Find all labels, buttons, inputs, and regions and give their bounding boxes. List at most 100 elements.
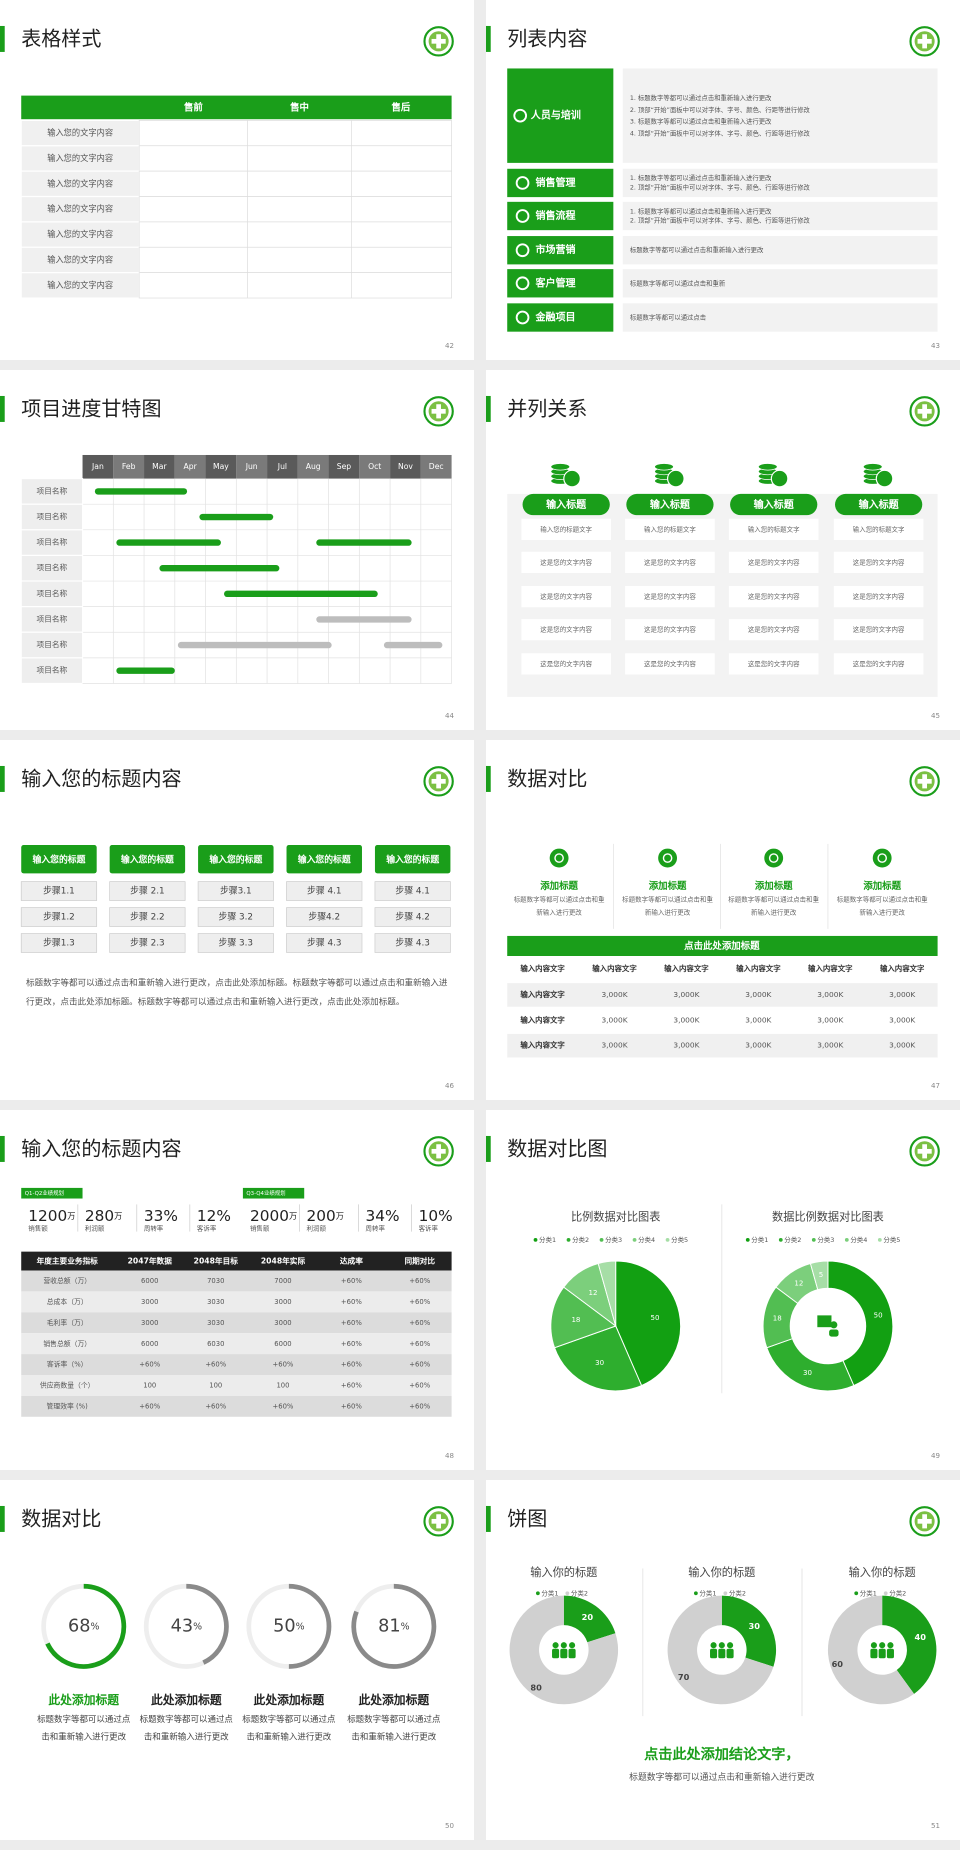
step-text: 步骤 3.2	[219, 912, 253, 923]
feature-icon	[554, 853, 564, 863]
ring-number: 81	[378, 1616, 401, 1636]
row-bg	[21, 1395, 452, 1417]
row-cells	[138, 196, 452, 223]
coin-icon	[758, 463, 778, 471]
text-box: 标题数字等都可以通过点击和重新输入进行更改	[514, 897, 605, 916]
row-cells	[138, 272, 452, 299]
cell-text: 3,000K	[601, 1015, 628, 1024]
cell-text: 3000	[274, 1319, 291, 1327]
cell-text: 3,000K	[817, 990, 844, 999]
item-label: 人员与培训	[531, 109, 581, 122]
person-icon	[710, 1648, 718, 1659]
center-icon	[817, 1315, 832, 1328]
stat-label: 客诉率	[197, 1224, 217, 1233]
step-box	[109, 907, 186, 927]
item-icon	[515, 209, 530, 223]
slice-label: 20	[582, 1612, 594, 1622]
cell	[625, 619, 715, 641]
cell-text: +60%	[341, 1277, 362, 1285]
feature-heading: 添加标题	[863, 880, 901, 892]
center-icon	[829, 1329, 839, 1337]
task-label: 项目名称	[37, 537, 68, 547]
cell-text: 这是您的文字内容	[540, 592, 592, 601]
ring-arc	[351, 1583, 437, 1669]
group-tag	[242, 1187, 305, 1199]
feature-heading: 添加标题	[755, 880, 793, 892]
row-label: 输入您的文字内容	[47, 153, 113, 163]
cell-text: 这是您的文字内容	[540, 659, 592, 668]
task-label-cell	[20, 554, 84, 582]
stat-unit: 万	[114, 1211, 122, 1221]
cell-text: 3030	[207, 1319, 224, 1327]
column-header: 售后	[390, 101, 410, 113]
logo	[431, 778, 446, 784]
stat-unit: 万	[336, 1211, 344, 1221]
cell-text: 6000	[274, 1340, 291, 1348]
cell-text: 这是您的文字内容	[853, 592, 905, 601]
ring-text: 标题数字等都可以通过点击和重新输入进行更改	[347, 1713, 441, 1742]
step-box	[374, 881, 451, 901]
feature-text: 标题数字等都可以通过点击和重新输入进行更改	[622, 896, 713, 917]
task-label: 项目名称	[37, 562, 68, 572]
slice	[766, 1338, 855, 1392]
slice-label: 5	[819, 1270, 823, 1279]
slide: 输入您的标题内容48Q1-Q2业绩规划1200万销售额280万利润额33%周转率…	[0, 1110, 474, 1470]
legend-label: 分类1	[541, 1589, 558, 1598]
slide-title: 表格样式	[21, 27, 101, 51]
item-panel	[622, 269, 938, 298]
stat-value: 12%	[197, 1207, 231, 1225]
cell-text: +60%	[273, 1361, 294, 1369]
slice-label: 18	[571, 1315, 580, 1324]
column-header: 输入内容文字	[592, 963, 637, 973]
row-label: 输入您的文字内容	[47, 178, 113, 188]
title-accent	[0, 25, 5, 52]
cell-text: +60%	[341, 1402, 362, 1410]
stat-value: 280万	[85, 1207, 122, 1225]
task-label-cell	[20, 657, 84, 685]
ring-heading: 此处添加标题	[254, 1693, 325, 1707]
logo	[431, 38, 446, 44]
item-line: 标题数字等都可以通过点击和重新输入进行更改	[630, 245, 764, 254]
slice-label: 18	[773, 1313, 782, 1322]
slice-label: 30	[595, 1358, 604, 1367]
person-icon	[887, 1642, 894, 1649]
cell	[521, 653, 611, 675]
stat-unit: 万	[289, 1211, 297, 1221]
stat-unit: 万	[67, 1211, 75, 1221]
person-icon	[870, 1642, 877, 1649]
slide-title: 列表内容	[507, 27, 587, 51]
title-accent	[0, 1505, 5, 1532]
logo	[917, 408, 932, 414]
row-cells	[138, 221, 452, 248]
chart-title: 输入你的标题	[849, 1565, 916, 1579]
item-icon	[515, 243, 530, 258]
step-box	[20, 881, 98, 901]
cell-text: 营收总额（万）	[43, 1276, 91, 1285]
row-label-cell	[20, 145, 140, 172]
cell-text: 100	[209, 1382, 222, 1390]
month-label: Apr	[184, 462, 198, 471]
month-label: May	[213, 462, 229, 471]
slice-label: 70	[678, 1672, 690, 1682]
cell-text: 这是您的文字内容	[748, 557, 800, 566]
step-box	[197, 881, 274, 901]
cell-text: +60%	[139, 1402, 160, 1410]
month-header	[420, 454, 452, 479]
conclusion-sub: 标题数字等都可以通过点击和重新输入进行更改	[629, 1771, 814, 1783]
feature-icon	[764, 848, 784, 868]
step-text: 步骤1.2	[43, 912, 75, 923]
feature-icon	[872, 848, 892, 868]
feature-icon	[768, 853, 779, 863]
chart-title: 输入你的标题	[530, 1565, 597, 1579]
page-number: 43	[931, 341, 940, 350]
column-header: 达成率	[340, 1256, 363, 1266]
cell	[625, 586, 715, 608]
column-header: 2048年目标	[194, 1256, 239, 1266]
cell	[728, 551, 819, 574]
item-line: 1. 标题数字等都可以通过点击和重新输入进行更改	[630, 206, 772, 215]
feature-icon	[877, 853, 888, 863]
cell-text: +60%	[409, 1402, 430, 1410]
gantt-bar	[316, 539, 412, 546]
feature-text: 标题数字等都可以通过点击和重新输入进行更改	[836, 896, 928, 917]
cell-text: 3000	[141, 1298, 158, 1306]
